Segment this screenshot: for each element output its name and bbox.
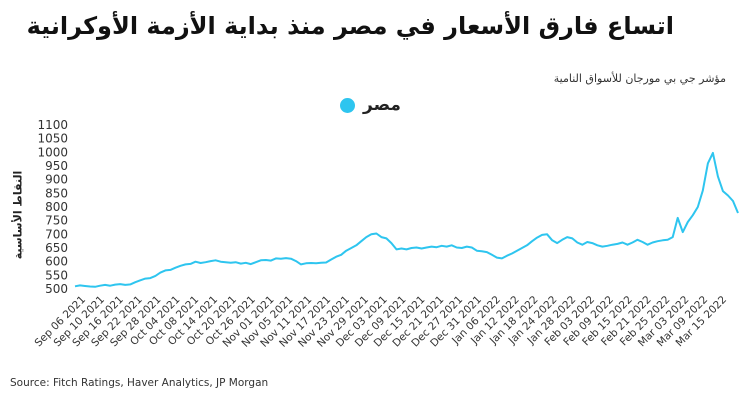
legend-label: مصر [363,95,401,115]
y-tick-label: 1000 [37,145,68,159]
legend: مصر [340,95,401,115]
legend-marker [340,97,355,113]
y-tick-label: 500 [45,282,68,296]
y-tick-label: 1050 [37,132,68,146]
y-tick-label: 650 [45,241,68,255]
chart-title: اتساع فارق الأسعار في مصر منذ بداية الأز… [26,12,674,40]
y-tick-label: 850 [45,186,68,200]
y-tick-label: 950 [45,159,68,173]
y-tick-label: 900 [45,173,68,187]
y-tick-label: 550 [45,268,68,282]
y-tick-label: 700 [45,227,68,241]
y-tick-label: 800 [45,200,68,214]
y-tick-label: 1100 [37,118,68,132]
y-tick-label: 600 [45,255,68,269]
series-line-egypt [74,151,739,288]
y-tick-label: 750 [45,214,68,228]
chart-subtitle: مؤشر جي بي مورجان للأسواق النامية [553,72,726,85]
source-note: Source: Fitch Ratings, Haver Analytics, … [10,377,269,389]
